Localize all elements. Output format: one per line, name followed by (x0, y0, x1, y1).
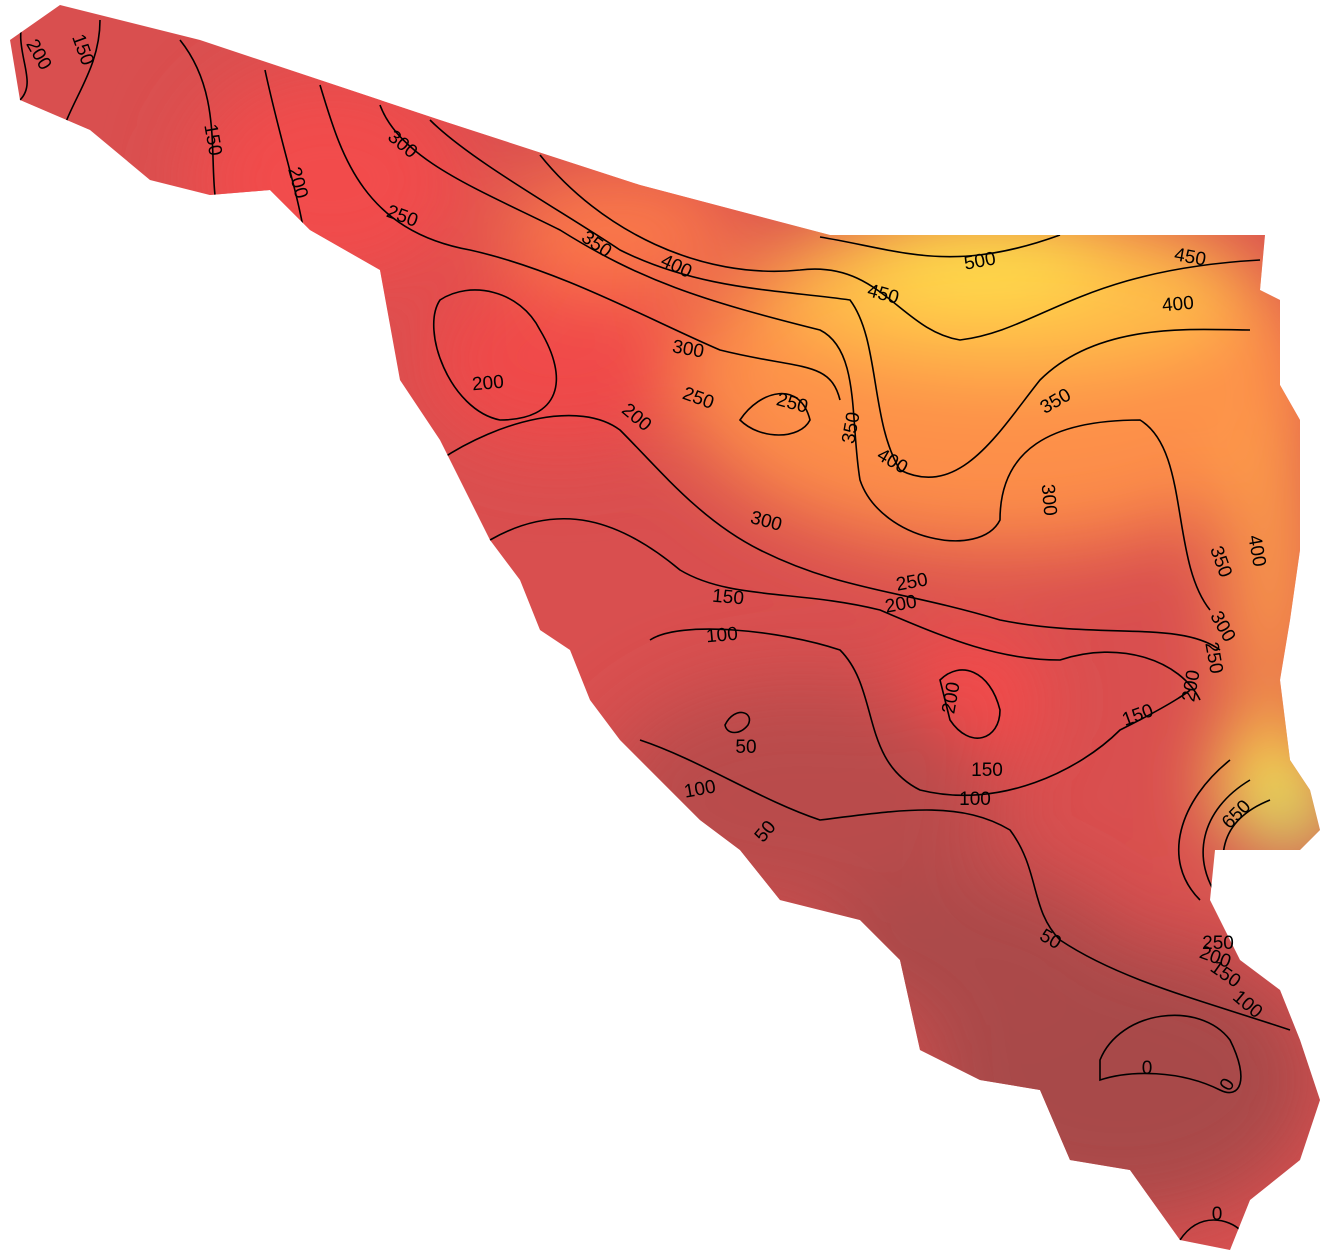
contour-label: 100 (959, 789, 991, 810)
contour-lines (19, 9, 1291, 1241)
contour-label: 300 (1037, 483, 1061, 516)
contour-label: 50 (735, 737, 756, 758)
contour-label: 250 (1202, 933, 1234, 954)
contour-label: 400 (1161, 293, 1194, 317)
contour-label: 150 (971, 760, 1003, 781)
contour-label: 100 (705, 624, 738, 648)
contour-label: 0 (1142, 1058, 1153, 1079)
contour-label: 0 (1212, 1204, 1223, 1225)
contour-label: 150 (711, 586, 744, 610)
contour-label: 200 (471, 372, 504, 396)
